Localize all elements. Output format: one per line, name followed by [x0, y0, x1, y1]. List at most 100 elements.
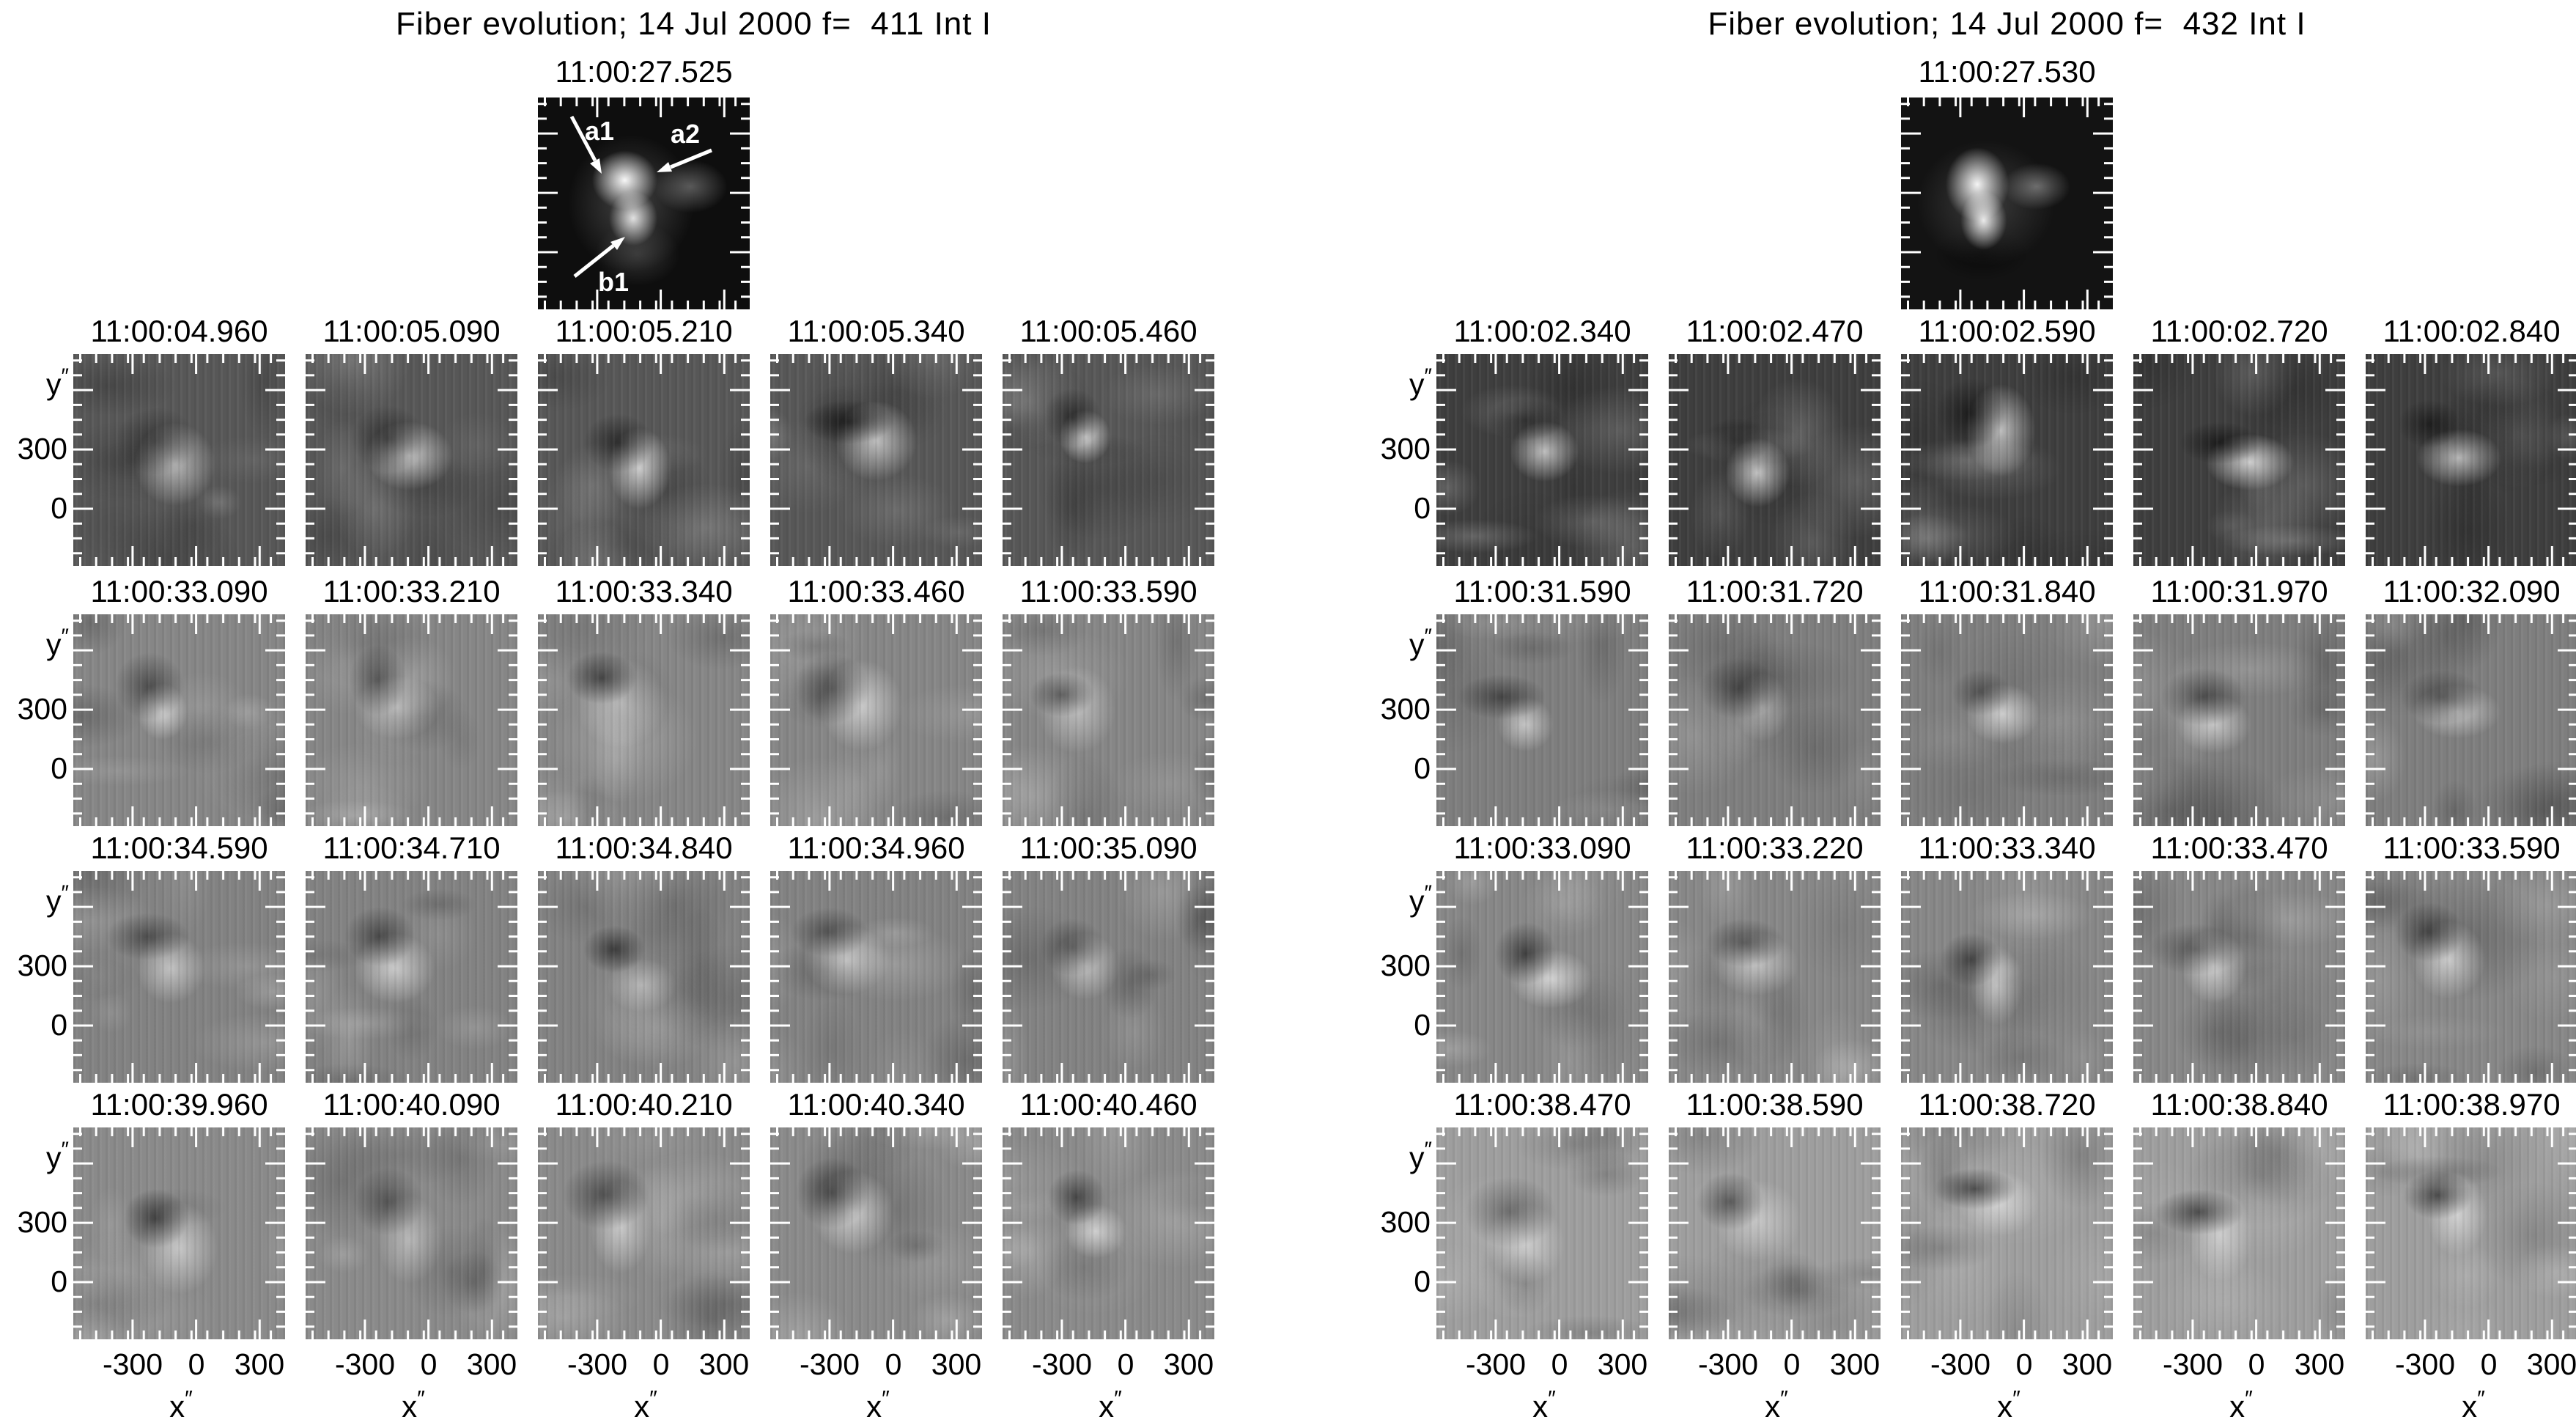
y-tick-label-0: 0	[1414, 751, 1431, 785]
frame-time: 11:00:33.090	[1453, 831, 1631, 865]
x-axis-letter: x	[866, 1389, 882, 1424]
x-tick-label: -300	[1031, 1347, 1093, 1381]
tick-marks	[2133, 354, 2345, 566]
arcsec-prime: ″	[2012, 1387, 2020, 1411]
frame-time: 11:00:38.840	[2150, 1087, 2328, 1122]
x-axis-letter: x	[402, 1389, 418, 1424]
y-axis-letter: y	[1409, 883, 1425, 918]
y-axis-label: y″	[1363, 364, 1433, 402]
arcsec-prime: ″	[417, 1387, 425, 1411]
arcsec-prime: ″	[61, 881, 70, 905]
x-tick-label: 0	[2015, 1347, 2033, 1381]
x-axis-letter: x	[1099, 1389, 1115, 1424]
frame-image	[770, 614, 982, 826]
frame-image	[306, 871, 517, 1083]
frame-time: 11:00:34.840	[555, 831, 733, 865]
tick-marks	[1669, 614, 1881, 826]
x-tick-label: 0	[2248, 1347, 2265, 1381]
axis-ticks	[2133, 1127, 2345, 1339]
frame-time: 11:00:02.590	[1918, 314, 2096, 348]
axis-ticks	[1003, 614, 1214, 826]
frame-time: 11:00:33.340	[555, 574, 733, 608]
y-tick-label-300: 300	[17, 1205, 67, 1239]
tick-marks	[1003, 1127, 1214, 1339]
y-axis-letter: y	[46, 1140, 62, 1174]
x-axis-label: x″	[822, 1387, 932, 1424]
annotation-label: b1	[598, 267, 629, 297]
x-tick-label: -300	[2394, 1347, 2456, 1381]
frame-image	[1669, 1127, 1881, 1339]
y-tick-label-0: 0	[51, 751, 67, 785]
x-tick-label: -300	[1697, 1347, 1759, 1381]
tick-marks	[306, 354, 517, 566]
tick-marks	[1003, 354, 1214, 566]
arcsec-prime: ″	[1424, 364, 1433, 389]
axis-ticks	[1003, 354, 1214, 566]
frame-image	[2366, 1127, 2576, 1339]
axis-ticks	[1436, 1127, 1648, 1339]
x-axis-letter: x	[2229, 1389, 2245, 1424]
frame-time: 11:00:32.090	[2383, 574, 2561, 608]
axis-ticks	[1901, 871, 2113, 1083]
frame-time: 11:00:33.590	[1019, 574, 1197, 608]
frame-time: 11:00:02.840	[2383, 314, 2561, 348]
y-tick-label-0: 0	[51, 491, 67, 525]
tick-marks	[73, 871, 285, 1083]
y-tick-label-0: 0	[1414, 491, 1431, 525]
arcsec-prime: ″	[649, 1387, 657, 1411]
axis-ticks	[1901, 1127, 2113, 1339]
x-tick-label: 0	[885, 1347, 902, 1381]
axis-ticks	[1669, 614, 1881, 826]
y-axis-letter: y	[1409, 1140, 1425, 1174]
annotation-overlay: a1 a2 b1	[569, 115, 712, 297]
y-tick-label-300: 300	[17, 432, 67, 465]
x-tick-label: 300	[1163, 1347, 1214, 1381]
tick-marks	[2366, 354, 2576, 566]
arrowhead-icon	[610, 237, 625, 250]
tick-marks	[2366, 1127, 2576, 1339]
annotation-arrow-a2: a2	[657, 119, 712, 172]
frame-image	[1436, 871, 1648, 1083]
frame-image	[1669, 614, 1881, 826]
arrowhead-icon	[590, 158, 602, 174]
y-tick-label-0: 0	[51, 1265, 67, 1298]
tick-marks	[770, 354, 982, 566]
x-tick-label: 0	[420, 1347, 438, 1381]
axis-ticks	[1436, 354, 1648, 566]
y-axis-label: y″	[0, 625, 69, 662]
frame-time: 11:00:33.220	[1686, 831, 1864, 865]
y-axis-letter: y	[46, 367, 62, 401]
axis-ticks	[73, 614, 285, 826]
x-axis-letter: x	[1997, 1389, 2013, 1424]
frame-time: 11:00:31.840	[1918, 574, 2096, 608]
axis-ticks	[2133, 871, 2345, 1083]
frame-time: 11:00:05.090	[322, 314, 501, 348]
frame-time: 11:00:05.340	[787, 314, 965, 348]
x-tick-label: 300	[1597, 1347, 1648, 1381]
tick-marks	[73, 354, 285, 566]
frame-time: 11:00:38.720	[1918, 1087, 2096, 1122]
x-axis-label: x″	[590, 1387, 700, 1424]
y-axis-letter: y	[1409, 367, 1425, 401]
frame-image	[306, 1127, 517, 1339]
tick-marks	[1003, 871, 1214, 1083]
axis-ticks	[538, 354, 750, 566]
axis-ticks	[1436, 614, 1648, 826]
y-axis-label: y″	[1363, 625, 1432, 662]
x-axis-label: x″	[1488, 1387, 1598, 1424]
frame-image	[1436, 1127, 1648, 1339]
x-axis-label: x″	[2418, 1387, 2528, 1424]
arcsec-prime: ″	[185, 1387, 193, 1411]
axis-ticks	[2133, 354, 2345, 566]
x-tick-label: 0	[1551, 1347, 1568, 1381]
frame-time: 11:00:33.460	[787, 574, 965, 608]
tick-marks	[1901, 354, 2113, 566]
frame-time: 11:00:40.460	[1019, 1087, 1197, 1122]
axis-ticks	[73, 354, 285, 566]
axis-ticks	[2366, 354, 2576, 566]
panel-title: Fiber evolution; 14 Jul 2000 f= 432 Int …	[1708, 6, 2306, 42]
x-tick-label: 0	[188, 1347, 205, 1381]
reference-frame-image	[1901, 97, 2113, 309]
x-axis-label: x″	[358, 1387, 468, 1424]
frame-time: 11:00:05.210	[555, 314, 733, 348]
